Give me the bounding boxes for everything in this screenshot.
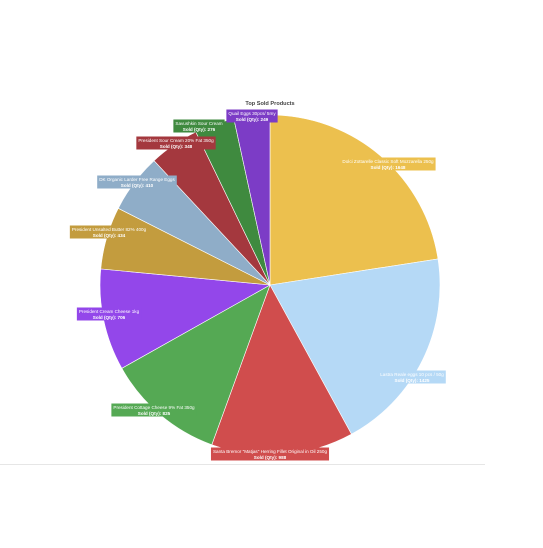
pie-labels: Dolci Zottarelle Classic Soft Mozzarella…	[69, 109, 446, 461]
slice-label-value: Sold (Qty): 249	[236, 117, 269, 122]
slice-label-dolci-zottarelle-classic-soft-mozzarella-250g: Dolci Zottarelle Classic Soft Mozzarella…	[340, 157, 436, 171]
slice-label-name: Quail Eggs 30pcs/ 5my	[228, 111, 276, 116]
slice-label-value: Sold (Qty): 434	[93, 233, 126, 238]
slice-label-name: Santa Bremor "Matjas" Herring Fillet Ori…	[213, 449, 328, 454]
pie-slice-lastra-reale-eggs-10-pcs-50g[interactable]	[269, 258, 441, 435]
slice-label-background	[97, 175, 177, 189]
slice-label-value: Sold (Qty): 1425	[395, 378, 430, 383]
slice-label-background	[69, 225, 149, 239]
slice-label-background	[111, 403, 197, 417]
slice-label-background	[226, 109, 278, 123]
slice-label-name: President Sour Cream 20% Fat 350g	[138, 138, 214, 143]
slice-label-name: President Cottage Cheese 9% Fat 350g	[113, 405, 195, 410]
slice-label-background	[136, 136, 216, 150]
slice-label-name: DK Organic Larder Free Range Eggs	[99, 177, 175, 182]
pie-slice-dolci-zottarelle-classic-soft-mozzarella-250g[interactable]	[269, 114, 439, 286]
chart-title: Top Sold Products	[245, 101, 294, 107]
slice-label-president-cottage-cheese-9-fat-350g: President Cottage Cheese 9% Fat 350gSold…	[111, 403, 197, 417]
slice-label-name: Lastra Reale eggs 10 pcs / 50g	[380, 372, 444, 377]
slice-label-name: President Cream Cheese 1kg	[79, 309, 140, 314]
slice-label-background	[340, 157, 436, 171]
slice-label-value: Sold (Qty): 276	[183, 127, 216, 132]
slice-label-background	[173, 119, 225, 133]
slice-label-value: Sold (Qty): 706	[93, 315, 126, 320]
slice-label-value: Sold (Qty): 410	[121, 183, 154, 188]
slice-label-value: Sold (Qty): 988	[254, 455, 287, 460]
slice-label-background	[378, 370, 446, 384]
slice-label-name: Savushkin Sour Cream	[175, 121, 222, 126]
pie-slices	[99, 114, 441, 456]
slice-label-background	[76, 307, 142, 321]
slice-label-value: Sold (Qty): 825	[138, 411, 171, 416]
slice-label-santa-bremor-matjas-herring-fillet-original-in-oil-250g: Santa Bremor "Matjas" Herring Fillet Ori…	[210, 447, 330, 461]
slice-label-name: Dolci Zottarelle Classic Soft Mozzarella…	[342, 159, 434, 164]
slice-label-background	[210, 447, 330, 461]
slice-label-name: President Unsalted Butter 82% 400g	[72, 227, 147, 232]
slice-label-value: Sold (Qty): 1648	[371, 165, 406, 170]
divider	[0, 464, 485, 465]
slice-label-value: Sold (Qty): 348	[160, 144, 193, 149]
